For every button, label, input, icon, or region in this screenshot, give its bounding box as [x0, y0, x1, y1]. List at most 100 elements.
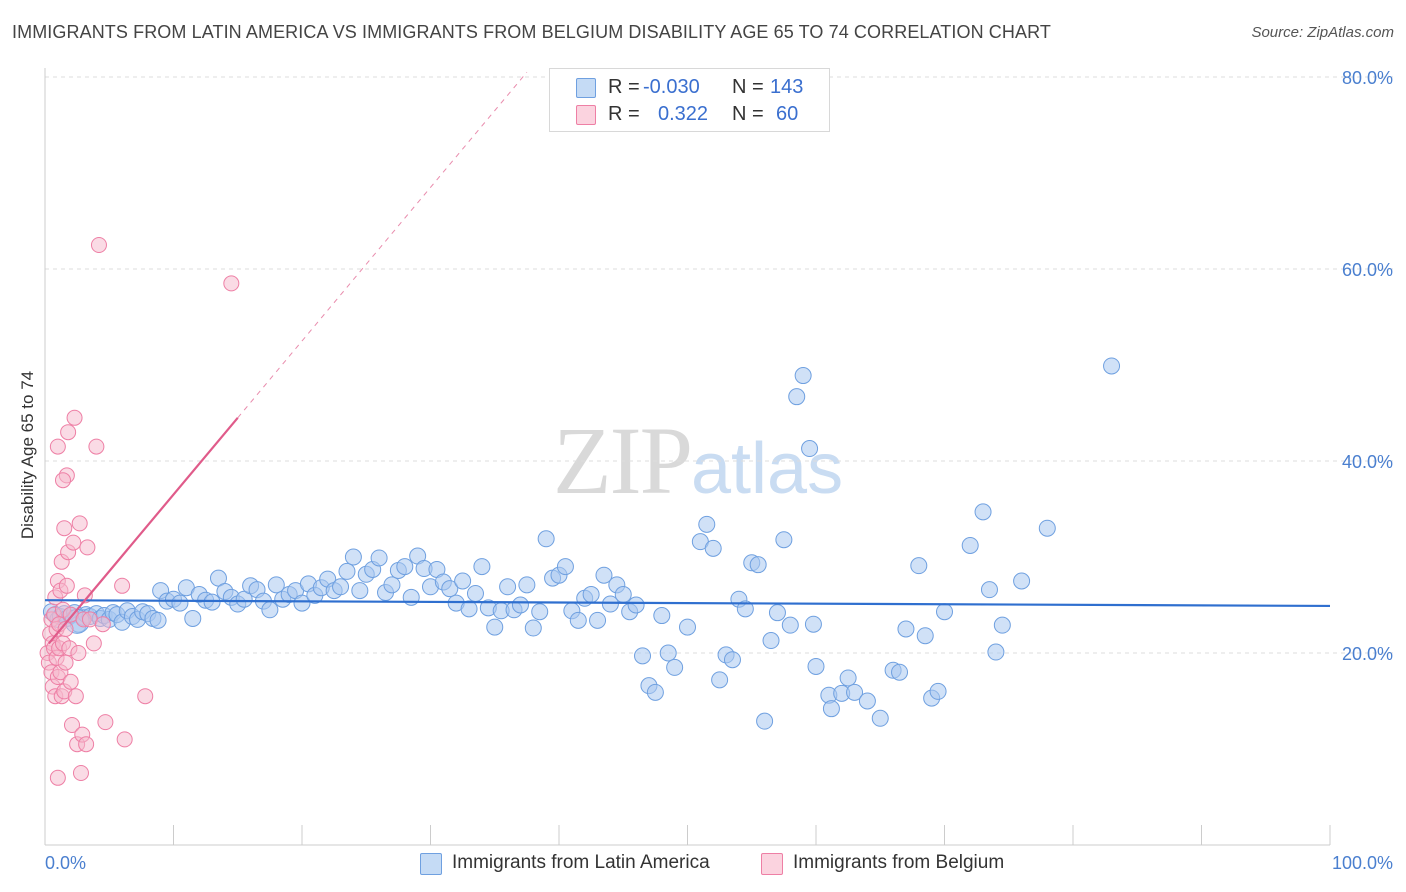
- y-axis-label: Disability Age 65 to 74: [18, 371, 37, 539]
- data-point-belgium: [56, 520, 73, 537]
- data-point-latin-america: [936, 603, 953, 621]
- data-point-belgium: [78, 736, 95, 753]
- legend-r-value: -0.030: [643, 76, 700, 98]
- data-point-latin-america: [537, 530, 555, 548]
- data-point-belgium: [116, 731, 133, 748]
- data-point-latin-america: [441, 580, 459, 598]
- data-point-latin-america: [646, 683, 664, 701]
- data-point-latin-america: [518, 576, 536, 594]
- y-tick-label: 80.0%: [1342, 68, 1393, 88]
- axes: [44, 68, 1331, 846]
- y-tick-label: 20.0%: [1342, 644, 1393, 664]
- data-point-belgium: [66, 409, 83, 426]
- data-point-latin-america: [653, 607, 671, 625]
- data-point-latin-america: [531, 603, 549, 621]
- data-point-belgium: [72, 765, 89, 781]
- series-belgium-points: [39, 237, 240, 786]
- data-point-latin-america: [261, 601, 279, 619]
- data-point-latin-america: [822, 700, 840, 718]
- legend-n-label: N =: [732, 76, 764, 98]
- data-point-latin-america: [987, 643, 1005, 661]
- data-point-latin-america: [846, 683, 864, 701]
- data-point-latin-america: [666, 658, 684, 676]
- data-point-belgium: [60, 424, 77, 441]
- data-point-latin-america: [582, 585, 600, 603]
- data-point-latin-america: [858, 692, 876, 710]
- data-point-belgium: [79, 539, 96, 556]
- y-tick-label: 60.0%: [1342, 260, 1393, 280]
- data-point-latin-america: [871, 709, 889, 727]
- data-point-latin-america: [267, 576, 285, 594]
- data-point-latin-america: [601, 595, 619, 613]
- legend-n-value: 60: [776, 103, 799, 125]
- data-point-latin-america: [184, 609, 202, 627]
- correlation-legend: R = -0.030 N = 143 R = 0.322 N = 60: [549, 68, 830, 132]
- data-point-belgium: [223, 275, 240, 292]
- data-point-belgium: [94, 616, 111, 633]
- data-point-latin-america: [171, 594, 189, 612]
- data-point-latin-america: [711, 671, 729, 689]
- data-point-latin-america: [338, 562, 356, 580]
- data-point-latin-america: [768, 604, 786, 622]
- data-point-latin-america: [524, 619, 542, 637]
- data-point-latin-america: [556, 558, 574, 576]
- data-point-latin-america: [891, 663, 909, 681]
- trend-lines: [44, 71, 1331, 645]
- data-point-latin-america: [149, 611, 167, 629]
- data-point-latin-america: [974, 503, 992, 521]
- legend-n-value: 143: [770, 76, 804, 98]
- data-point-latin-america: [332, 578, 350, 596]
- data-point-belgium: [57, 621, 74, 637]
- data-point-belgium: [62, 673, 79, 690]
- data-point-belgium: [58, 577, 75, 594]
- data-point-latin-america: [801, 440, 819, 458]
- data-point-belgium: [49, 438, 66, 455]
- series-latin-america-points: [42, 357, 1121, 730]
- data-point-latin-america: [351, 582, 369, 600]
- data-point-latin-america: [293, 594, 311, 612]
- tick-labels: 20.0% 40.0% 60.0% 80.0% 0.0% 100.0%: [45, 68, 1393, 873]
- bottom-legend-swatch-pink: [761, 853, 783, 875]
- legend-n-label: N =: [732, 103, 764, 125]
- data-point-latin-america: [916, 627, 934, 645]
- data-point-latin-america: [627, 596, 645, 614]
- data-point-latin-america: [749, 556, 767, 574]
- data-point-latin-america: [775, 531, 793, 549]
- data-point-belgium: [90, 237, 107, 253]
- legend-r-value: 0.322: [658, 103, 709, 125]
- data-point-latin-america: [736, 600, 754, 618]
- data-point-belgium: [114, 577, 131, 594]
- data-point-latin-america: [203, 593, 221, 611]
- data-point-belgium: [71, 515, 88, 532]
- data-point-latin-america: [910, 557, 928, 575]
- legend-row-belgium: R = 0.322 N = 60: [550, 101, 829, 127]
- data-point-latin-america: [614, 585, 632, 603]
- data-point-belgium: [65, 534, 82, 551]
- data-point-latin-america: [929, 682, 947, 700]
- data-point-latin-america: [344, 548, 362, 566]
- data-point-latin-america: [473, 558, 491, 576]
- data-point-latin-america: [454, 572, 472, 590]
- data-point-belgium: [67, 688, 84, 705]
- data-point-latin-america: [659, 644, 677, 662]
- chart-title: IMMIGRANTS FROM LATIN AMERICA VS IMMIGRA…: [12, 22, 1051, 42]
- data-point-latin-america: [897, 620, 915, 638]
- data-point-latin-america: [589, 611, 607, 629]
- bottom-legend-label: Immigrants from Belgium: [793, 852, 1005, 873]
- data-point-latin-america: [486, 618, 504, 636]
- data-point-latin-america: [698, 515, 716, 533]
- data-point-belgium: [88, 438, 105, 455]
- data-point-belgium: [85, 635, 102, 652]
- data-point-latin-america: [1013, 572, 1031, 590]
- data-point-latin-america: [980, 581, 998, 599]
- bottom-legend-label: Immigrants from Latin America: [452, 852, 710, 873]
- data-point-belgium: [70, 645, 87, 661]
- data-point-latin-america: [1103, 357, 1121, 375]
- data-point-belgium: [76, 587, 93, 604]
- legend-r-label: R =: [608, 103, 640, 125]
- data-point-latin-america: [569, 611, 587, 629]
- data-point-latin-america: [993, 616, 1011, 634]
- y-tick-label: 40.0%: [1342, 452, 1393, 472]
- trend-line-latin-america: [44, 599, 1331, 608]
